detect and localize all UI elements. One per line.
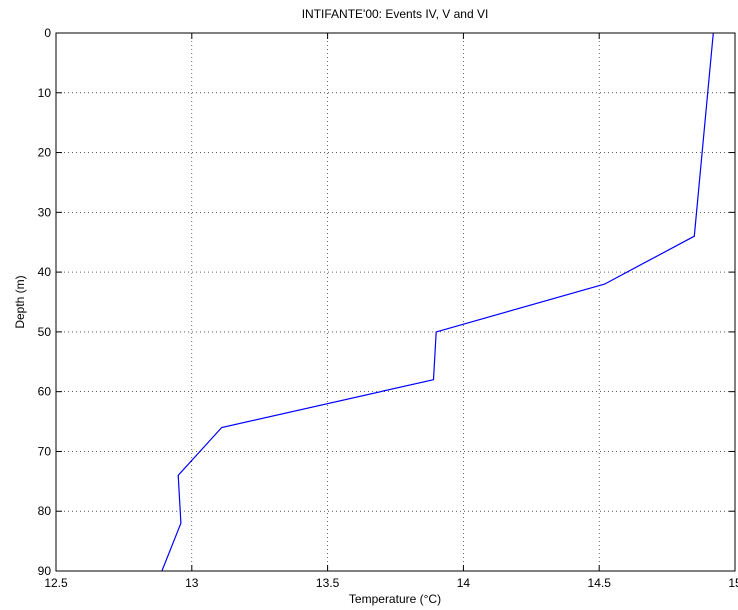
x-tick-label: 13: [185, 576, 199, 590]
x-tick-label: 15: [728, 576, 738, 590]
y-axis-label: Depth (m): [13, 275, 27, 328]
y-axis-ticks: 0 10 20 30 40 50 60 70 80 90: [38, 26, 735, 578]
x-tick-label: 14: [457, 576, 471, 590]
y-tick-label: 90: [38, 564, 52, 578]
series-layer: [161, 32, 714, 572]
y-tick-label: 20: [38, 146, 52, 160]
y-tick-label: 80: [38, 504, 52, 518]
x-axis-ticks: 12.5 13 13.5 14 14.5 15: [44, 33, 738, 590]
y-tick-label: 10: [38, 86, 52, 100]
y-tick-label: 40: [38, 265, 52, 279]
x-tick-label: 12.5: [44, 576, 68, 590]
y-tick-label: 70: [38, 444, 52, 458]
plot-frame: [55, 32, 736, 572]
chart-title: INTIFANTE'00: Events IV, V and VI: [302, 7, 489, 21]
grid-lines: [56, 33, 735, 571]
x-tick-label: 13.5: [316, 576, 340, 590]
x-tick-label: 14.5: [588, 576, 612, 590]
x-axis-label: Temperature (°C): [349, 592, 441, 606]
y-tick-label: 30: [38, 205, 52, 219]
y-tick-label: 50: [38, 325, 52, 339]
temperature-profile-line: [161, 32, 714, 572]
plot-area: [56, 33, 735, 571]
y-tick-label: 0: [44, 26, 51, 40]
y-tick-label: 60: [38, 385, 52, 399]
